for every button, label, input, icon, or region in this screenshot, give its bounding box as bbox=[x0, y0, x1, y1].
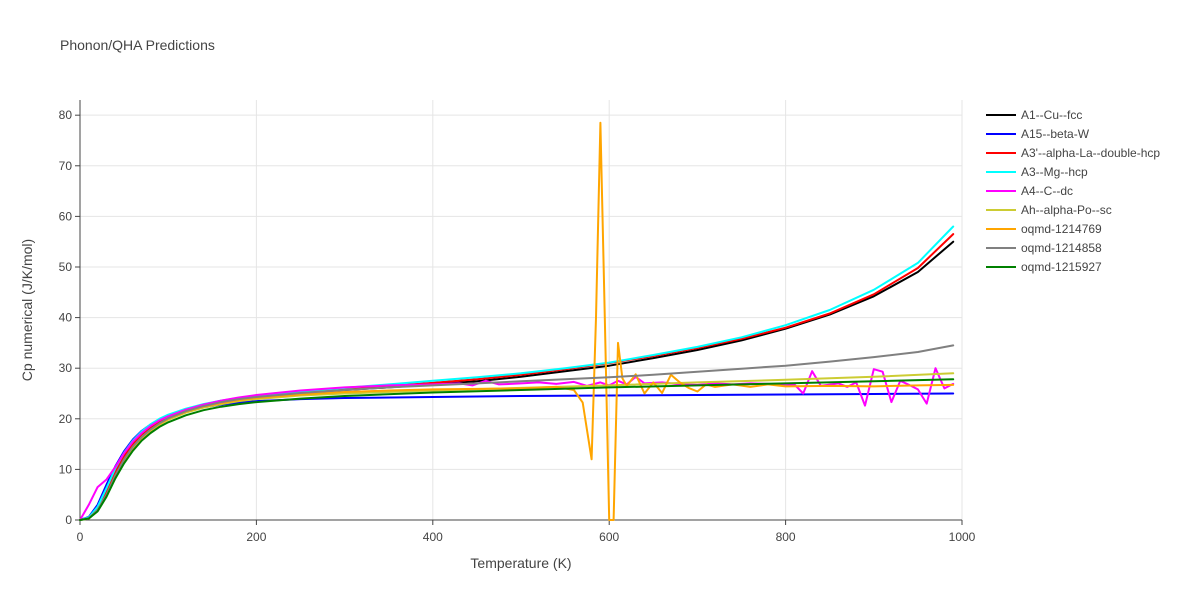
x-tick-label: 400 bbox=[423, 530, 443, 544]
y-tick-label: 40 bbox=[59, 311, 73, 325]
legend-item[interactable]: A4--C--dc bbox=[986, 184, 1073, 198]
legend-label: oqmd-1214769 bbox=[1021, 222, 1102, 236]
x-tick-label: 0 bbox=[77, 530, 84, 544]
series-line-oqmd-1214858 bbox=[79, 344, 955, 521]
legend-label: A3'--alpha-La--double-hcp bbox=[1021, 146, 1160, 160]
y-axis-label: Cp numerical (J/K/mol) bbox=[19, 239, 35, 381]
y-tick-label: 50 bbox=[59, 260, 73, 274]
legend-label: oqmd-1214858 bbox=[1021, 241, 1102, 255]
grid bbox=[80, 100, 963, 520]
x-tick-label: 600 bbox=[599, 530, 619, 544]
legend-label: Ah--alpha-Po--sc bbox=[1021, 203, 1112, 217]
y-tick-label: 0 bbox=[65, 513, 72, 527]
legend-label: A1--Cu--fcc bbox=[1021, 108, 1082, 122]
x-axis-label: Temperature (K) bbox=[470, 555, 571, 571]
legend[interactable]: A1--Cu--fcc A15--beta-W A3'--alpha-La--dou… bbox=[986, 108, 1160, 274]
series-line-oqmd-1214769 bbox=[79, 121, 955, 521]
y-tick-label: 80 bbox=[59, 108, 73, 122]
x-tick-label: 1000 bbox=[949, 530, 976, 544]
legend-item[interactable]: oqmd-1215927 bbox=[986, 260, 1102, 274]
series-line-a15-beta-w bbox=[79, 392, 955, 521]
legend-label: A4--C--dc bbox=[1021, 184, 1073, 198]
legend-label: oqmd-1215927 bbox=[1021, 260, 1102, 274]
legend-item[interactable]: A15--beta-W bbox=[986, 127, 1090, 141]
series-layer bbox=[79, 121, 955, 521]
legend-label: A15--beta-W bbox=[1021, 127, 1090, 141]
x-tick-label: 800 bbox=[776, 530, 796, 544]
series-line-a3-mg-hcp bbox=[79, 225, 955, 521]
series-line-oqmd-1215927 bbox=[79, 378, 955, 521]
legend-item[interactable]: A3'--alpha-La--double-hcp bbox=[986, 146, 1160, 160]
y-tick-label: 20 bbox=[59, 412, 73, 426]
x-tick-label: 200 bbox=[246, 530, 266, 544]
y-tick-label: 70 bbox=[59, 159, 73, 173]
chart-title: Phonon/QHA Predictions bbox=[60, 37, 215, 53]
y-tick-label: 30 bbox=[59, 361, 73, 375]
y-tick-label: 60 bbox=[59, 209, 73, 223]
legend-item[interactable]: oqmd-1214858 bbox=[986, 241, 1102, 255]
legend-item[interactable]: A1--Cu--fcc bbox=[986, 108, 1082, 122]
legend-item[interactable]: A3--Mg--hcp bbox=[986, 165, 1088, 179]
legend-item[interactable]: Ah--alpha-Po--sc bbox=[986, 203, 1112, 217]
legend-label: A3--Mg--hcp bbox=[1021, 165, 1088, 179]
legend-item[interactable]: oqmd-1214769 bbox=[986, 222, 1102, 236]
y-tick-label: 10 bbox=[59, 462, 73, 476]
